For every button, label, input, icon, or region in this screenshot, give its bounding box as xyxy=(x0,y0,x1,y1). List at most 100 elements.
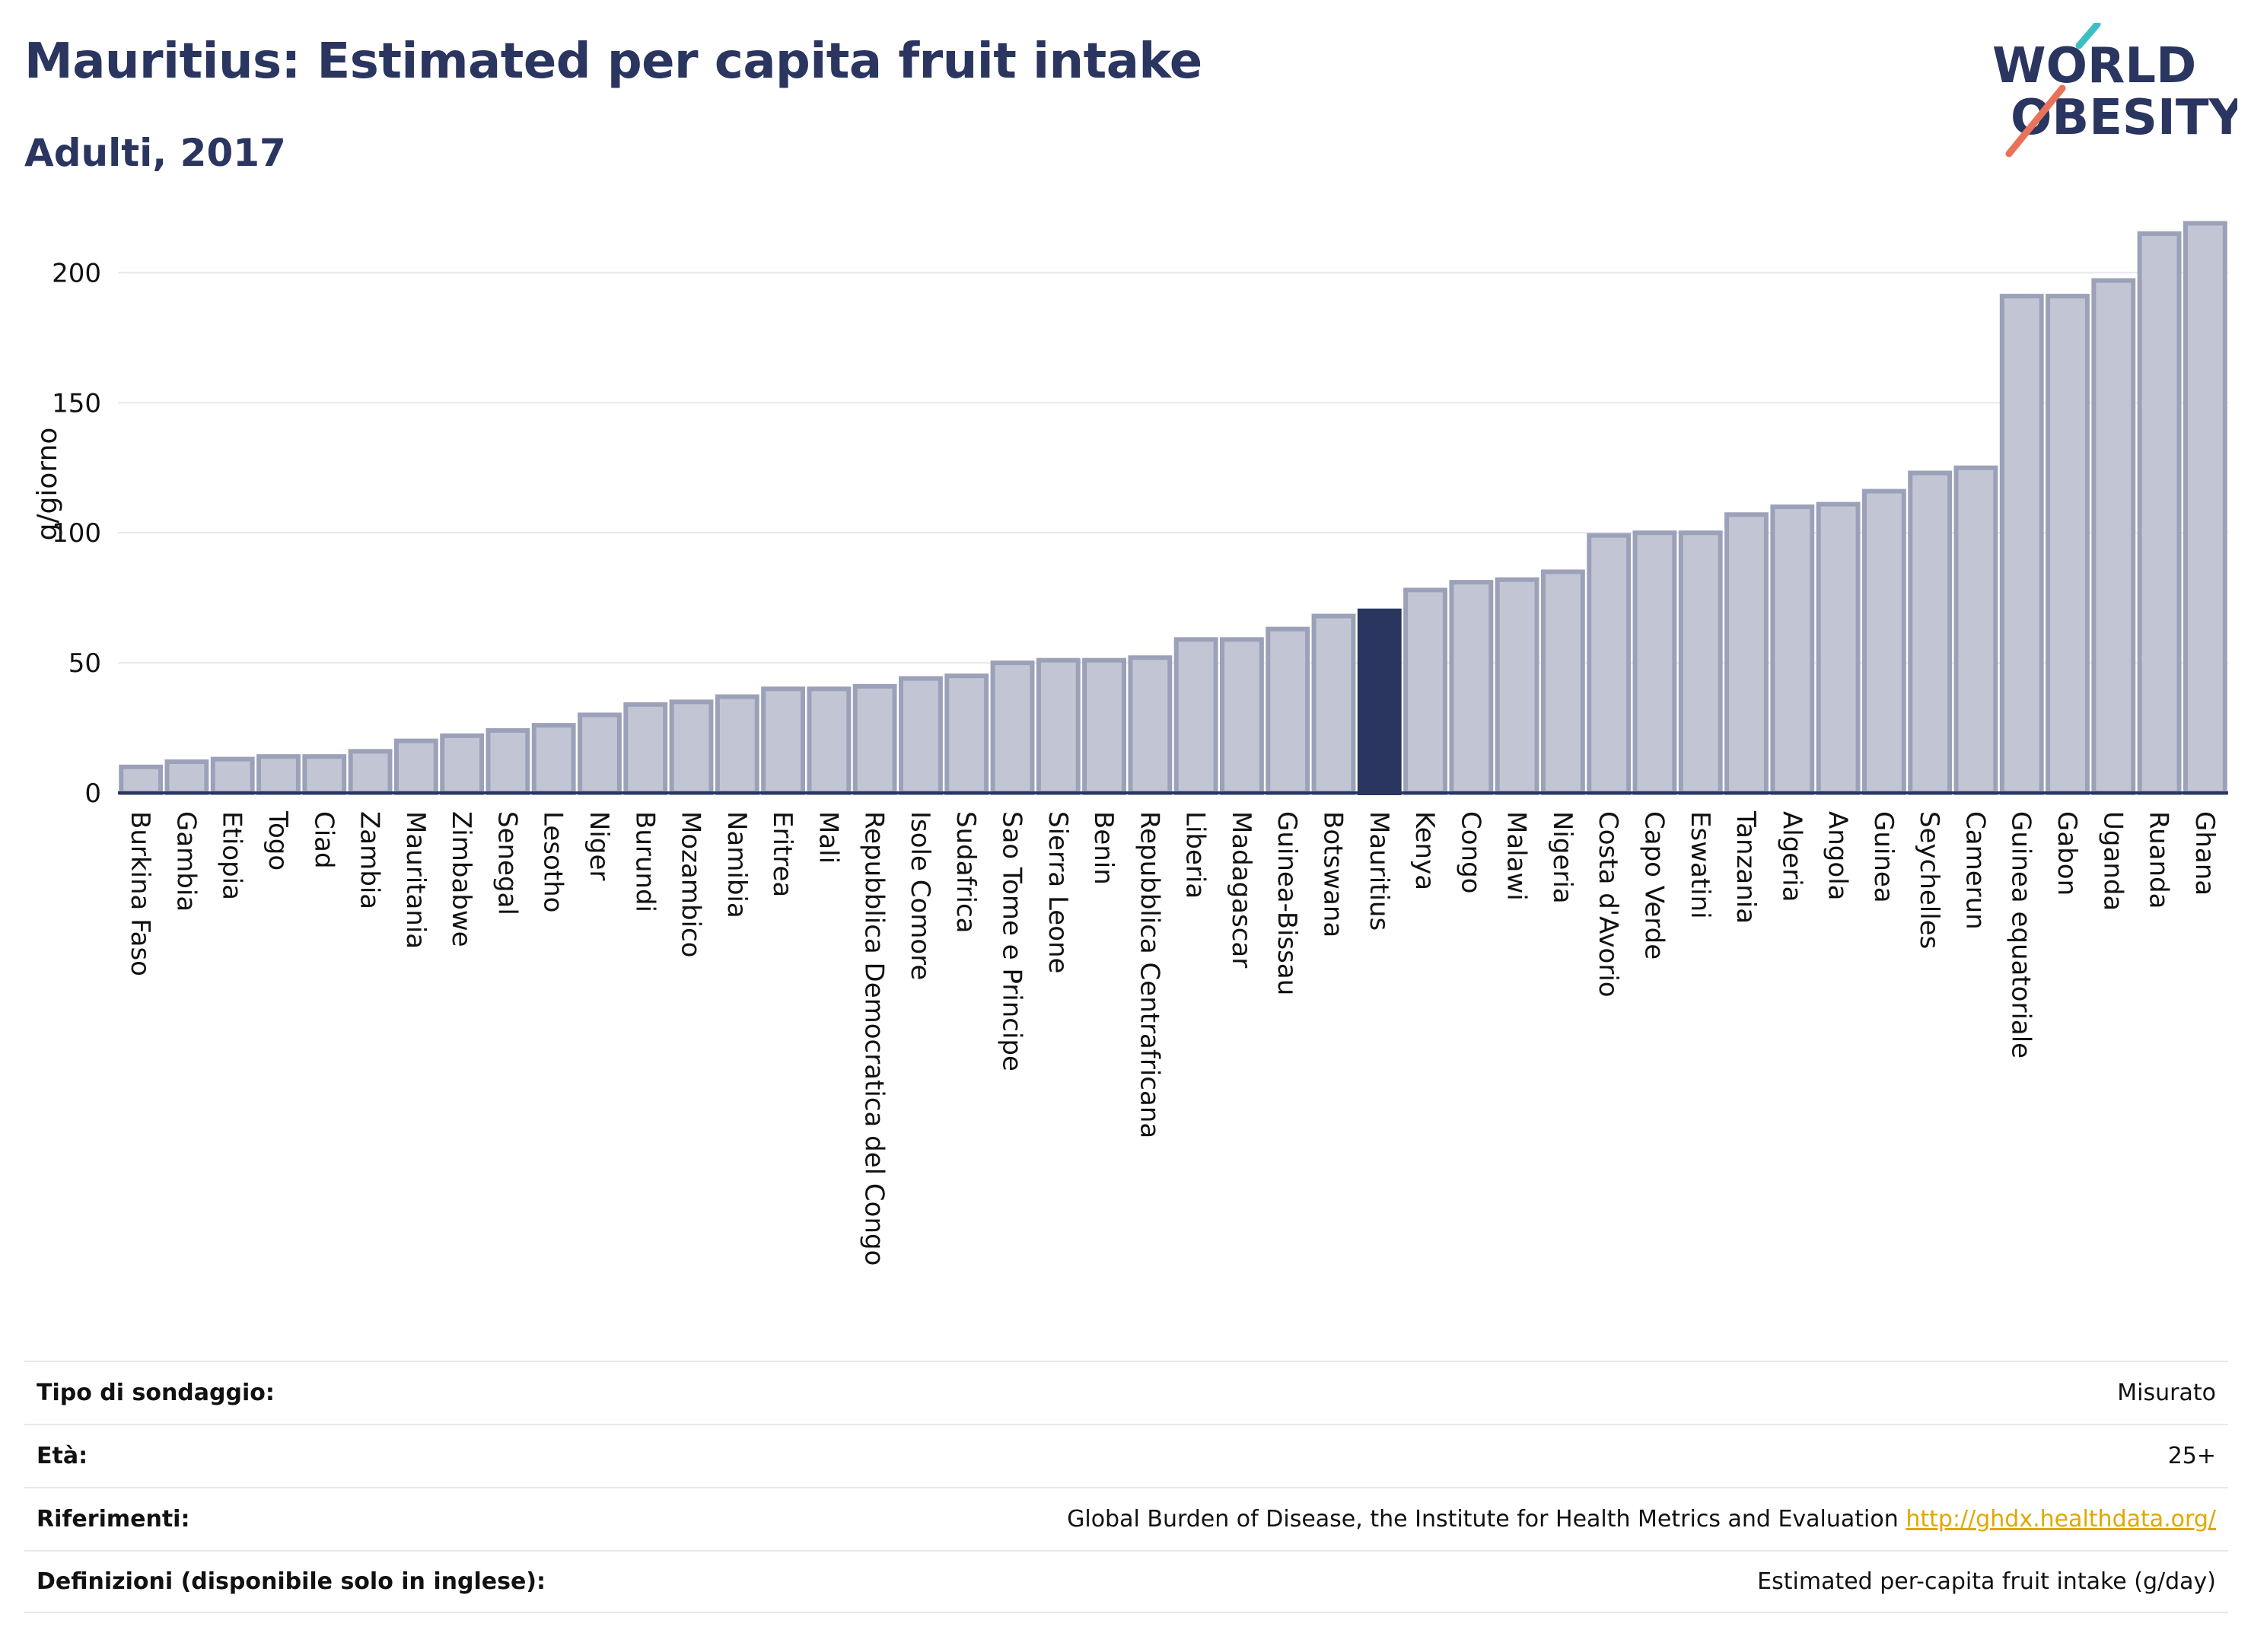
x-tick-label: Togo xyxy=(263,810,293,871)
x-tick-label: Uganda xyxy=(2097,811,2128,911)
bar-chart: 0 50 100 150 200 Burkina Faso Gambia Etiopia To… xyxy=(32,221,2228,1265)
x-tick-label: Zimbabwe xyxy=(446,811,476,947)
bar[interactable] xyxy=(1953,465,1998,796)
y-axis-label: g/giorno xyxy=(32,428,63,541)
bar[interactable] xyxy=(2183,221,2227,796)
bar[interactable] xyxy=(486,727,530,795)
bar[interactable] xyxy=(899,676,943,795)
bar[interactable] xyxy=(1632,530,1677,795)
bar[interactable] xyxy=(440,733,485,795)
bar[interactable] xyxy=(302,754,347,795)
x-tick-label: Etiopia xyxy=(217,811,247,900)
info-row-references: Riferimenti: Global Burden of Disease, t… xyxy=(24,1487,2228,1550)
bar[interactable] xyxy=(2137,231,2182,796)
bar[interactable] xyxy=(852,683,897,796)
bar[interactable] xyxy=(990,660,1035,795)
x-tick-label: Niger xyxy=(584,811,614,880)
x-tick-label: Liberia xyxy=(1180,811,1211,899)
bar[interactable] xyxy=(1724,512,1769,795)
world-obesity-logo[interactable]: WORLD OBESITY xyxy=(1979,23,2237,160)
x-tick-label: Eswatini xyxy=(1685,811,1715,919)
x-tick-label: Lesotho xyxy=(538,811,568,912)
bar[interactable] xyxy=(1173,637,1218,795)
x-tick-label: Costa d'Avorio xyxy=(1593,811,1623,998)
bar[interactable] xyxy=(715,694,759,796)
info-label: Tipo di sondaggio: xyxy=(37,1380,275,1406)
x-tick-label: Camerun xyxy=(1960,811,1990,930)
bar[interactable] xyxy=(393,738,438,795)
bar[interactable] xyxy=(1403,587,1447,796)
bar[interactable] xyxy=(2046,294,2090,795)
y-tick-label: 50 xyxy=(68,648,101,679)
x-tick-label: Sao Tome e Principe xyxy=(997,811,1027,1071)
x-tick-label: Ciad xyxy=(308,811,339,869)
bar[interactable] xyxy=(807,686,852,795)
y-tick-label: 0 xyxy=(84,778,101,809)
bar[interactable] xyxy=(578,712,622,795)
bar[interactable] xyxy=(164,759,209,795)
bar[interactable] xyxy=(1861,489,1906,795)
x-tick-label: Burundi xyxy=(629,811,660,912)
x-tick-label: Algeria xyxy=(1776,811,1807,902)
x-tick-label: Seychelles xyxy=(1914,811,1944,949)
logo-slash-teal xyxy=(2075,23,2101,49)
x-tick-labels: Burkina Faso Gambia Etiopia Togo Ciad Zambia M… xyxy=(125,810,2220,1265)
bar[interactable] xyxy=(1266,626,1310,795)
bar[interactable] xyxy=(256,754,301,795)
bar[interactable] xyxy=(761,686,806,795)
x-tick-label: Mozambico xyxy=(676,811,706,957)
bar[interactable] xyxy=(2091,278,2136,796)
info-table: Tipo di sondaggio: Misurato Età: 25+ Rif… xyxy=(24,1361,2228,1613)
x-tick-label: Eritrea xyxy=(767,811,798,897)
info-value: Global Burden of Disease, the Institute … xyxy=(1067,1506,2216,1533)
x-tick-label: Mali xyxy=(813,811,843,864)
x-tick-label: Mauritania xyxy=(400,811,431,949)
bar[interactable] xyxy=(1816,501,1861,796)
x-tick-label: Guinea equatoriale xyxy=(2006,811,2036,1058)
bar[interactable] xyxy=(1495,577,1539,796)
info-value: 25+ xyxy=(2167,1443,2216,1469)
info-value: Estimated per-capita fruit intake (g/day… xyxy=(1757,1568,2216,1595)
x-tick-label: Repubblica Centrafricana xyxy=(1134,811,1164,1138)
info-value: Misurato xyxy=(2117,1380,2216,1406)
bar[interactable] xyxy=(944,673,989,795)
bar[interactable] xyxy=(1449,580,1494,795)
bar[interactable] xyxy=(1999,294,2044,795)
reference-link[interactable]: http://ghdx.healthdata.org/ xyxy=(1906,1506,2216,1533)
x-tick-label: Sierra Leone xyxy=(1043,811,1073,973)
bar[interactable] xyxy=(1311,613,1356,796)
reference-text: Global Burden of Disease, the Institute … xyxy=(1067,1506,1899,1533)
y-tick-label: 150 xyxy=(52,388,101,419)
info-row-survey-type: Tipo di sondaggio: Misurato xyxy=(24,1361,2228,1424)
bar[interactable] xyxy=(623,702,668,795)
info-label: Definizioni (disponibile solo in inglese… xyxy=(37,1568,546,1595)
bar[interactable] xyxy=(348,749,393,795)
info-row-definitions: Definizioni (disponibile solo in inglese… xyxy=(24,1550,2228,1613)
logo-line1: WORLD xyxy=(1992,38,2196,94)
x-tick-label: Burkina Faso xyxy=(125,811,155,976)
info-label: Età: xyxy=(37,1443,88,1469)
bar[interactable] xyxy=(1082,657,1126,795)
bar[interactable] xyxy=(669,699,714,796)
bars xyxy=(119,221,2227,796)
logo-slash-coral xyxy=(2005,84,2066,158)
bar[interactable] xyxy=(1587,533,1632,795)
x-tick-label: Guinea-Bissau xyxy=(1272,811,1302,995)
bar[interactable] xyxy=(1540,569,1585,795)
bar[interactable] xyxy=(531,723,576,795)
bar[interactable] xyxy=(1908,470,1953,796)
x-tick-label: Repubblica Democratica del Congo xyxy=(859,811,890,1265)
info-row-age: Età: 25+ xyxy=(24,1424,2228,1487)
bar[interactable] xyxy=(1036,657,1081,795)
x-tick-label: Nigeria xyxy=(1547,811,1578,904)
bar[interactable] xyxy=(1220,637,1264,795)
bar[interactable] xyxy=(119,764,164,795)
bar[interactable] xyxy=(1678,530,1723,795)
bar[interactable] xyxy=(210,756,255,796)
bar[interactable] xyxy=(1128,655,1173,795)
x-tick-label: Madagascar xyxy=(1226,811,1256,968)
info-label: Riferimenti: xyxy=(37,1506,190,1533)
bar-highlight[interactable] xyxy=(1357,608,1402,796)
logo-line2: OBESITY xyxy=(2011,90,2237,146)
bar[interactable] xyxy=(1770,505,1815,795)
